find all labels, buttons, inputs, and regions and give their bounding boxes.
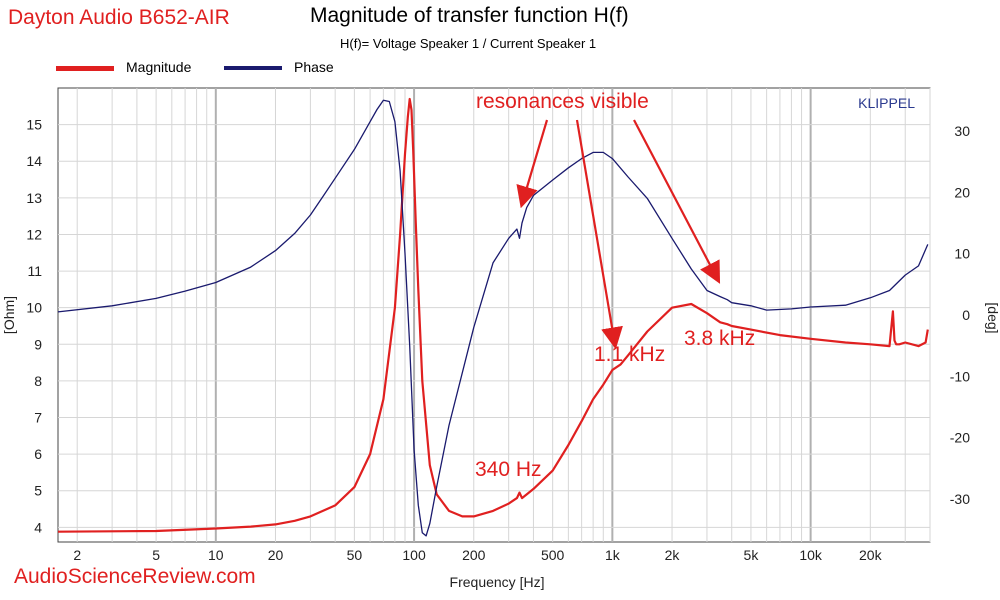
x-axis-label: Frequency [Hz] bbox=[450, 574, 545, 590]
x-tick-label: 200 bbox=[462, 547, 486, 563]
x-tick-label: 500 bbox=[541, 547, 565, 563]
y-left-axis-label: [Ohm] bbox=[1, 296, 17, 334]
y-left-tick-label: 7 bbox=[34, 410, 42, 426]
legend-label-magnitude: Magnitude bbox=[126, 59, 192, 75]
x-tick-label: 10 bbox=[208, 547, 224, 563]
y-left-tick-label: 11 bbox=[27, 263, 42, 279]
y-right-axis-label: [deg] bbox=[985, 302, 1000, 333]
x-tick-label: 20 bbox=[268, 547, 284, 563]
magnitude-series-line bbox=[57, 97, 929, 533]
y-right-tick-label: -20 bbox=[950, 430, 970, 446]
legend-swatch-phase bbox=[224, 66, 282, 70]
annotation-arrow bbox=[575, 119, 623, 350]
y-left-tick-label: 9 bbox=[34, 336, 42, 352]
y-left-tick-label: 4 bbox=[34, 519, 42, 535]
y-left-tick-label: 13 bbox=[26, 190, 42, 206]
annotation-label: 3.8 kHz bbox=[684, 327, 755, 350]
y-left-tick-label: 12 bbox=[26, 226, 42, 242]
x-tick-label: 2 bbox=[73, 547, 81, 563]
y-right-tick-label: 30 bbox=[954, 123, 970, 139]
chart-subtitle: H(f)= Voltage Speaker 1 / Current Speake… bbox=[340, 36, 597, 51]
x-tick-label: 20k bbox=[859, 547, 883, 563]
annotation-label: resonances visible bbox=[476, 90, 649, 113]
phase-series-line bbox=[57, 99, 929, 537]
y-left-tick-label: 10 bbox=[26, 300, 42, 316]
brand-title: Dayton Audio B652-AIR bbox=[8, 6, 230, 29]
x-tick-label: 10k bbox=[799, 547, 823, 563]
x-tick-label: 1k bbox=[605, 547, 621, 563]
y-left-tick-label: 14 bbox=[26, 153, 42, 169]
x-tick-label: 5 bbox=[152, 547, 160, 563]
y-left-tick-label: 8 bbox=[34, 373, 42, 389]
x-tick-label: 5k bbox=[744, 547, 760, 563]
annotation-arrow bbox=[633, 119, 721, 284]
x-tick-label: 100 bbox=[402, 547, 426, 563]
annotation-label: 1.1 kHz bbox=[594, 343, 665, 366]
footer-site-name: AudioScienceReview.com bbox=[14, 565, 256, 588]
chart-title: Magnitude of transfer function H(f) bbox=[310, 4, 629, 27]
annotation-arrow bbox=[516, 119, 549, 209]
legend-label-phase: Phase bbox=[294, 59, 334, 75]
y-right-tick-label: -30 bbox=[950, 491, 970, 507]
y-right-tick-label: 20 bbox=[954, 184, 970, 200]
y-right-tick-label: -10 bbox=[950, 368, 970, 384]
annotation-label: 340 Hz bbox=[475, 458, 542, 481]
y-right-tick-label: 10 bbox=[954, 246, 970, 262]
x-tick-label: 2k bbox=[665, 547, 681, 563]
klippel-watermark: KLIPPEL bbox=[858, 95, 915, 111]
y-right-tick-label: 0 bbox=[962, 307, 970, 323]
legend-swatch-magnitude bbox=[56, 66, 114, 71]
x-tick-label: 50 bbox=[347, 547, 363, 563]
y-left-tick-label: 5 bbox=[34, 483, 42, 499]
y-left-tick-label: 6 bbox=[34, 446, 42, 462]
y-left-tick-label: 15 bbox=[26, 117, 42, 133]
